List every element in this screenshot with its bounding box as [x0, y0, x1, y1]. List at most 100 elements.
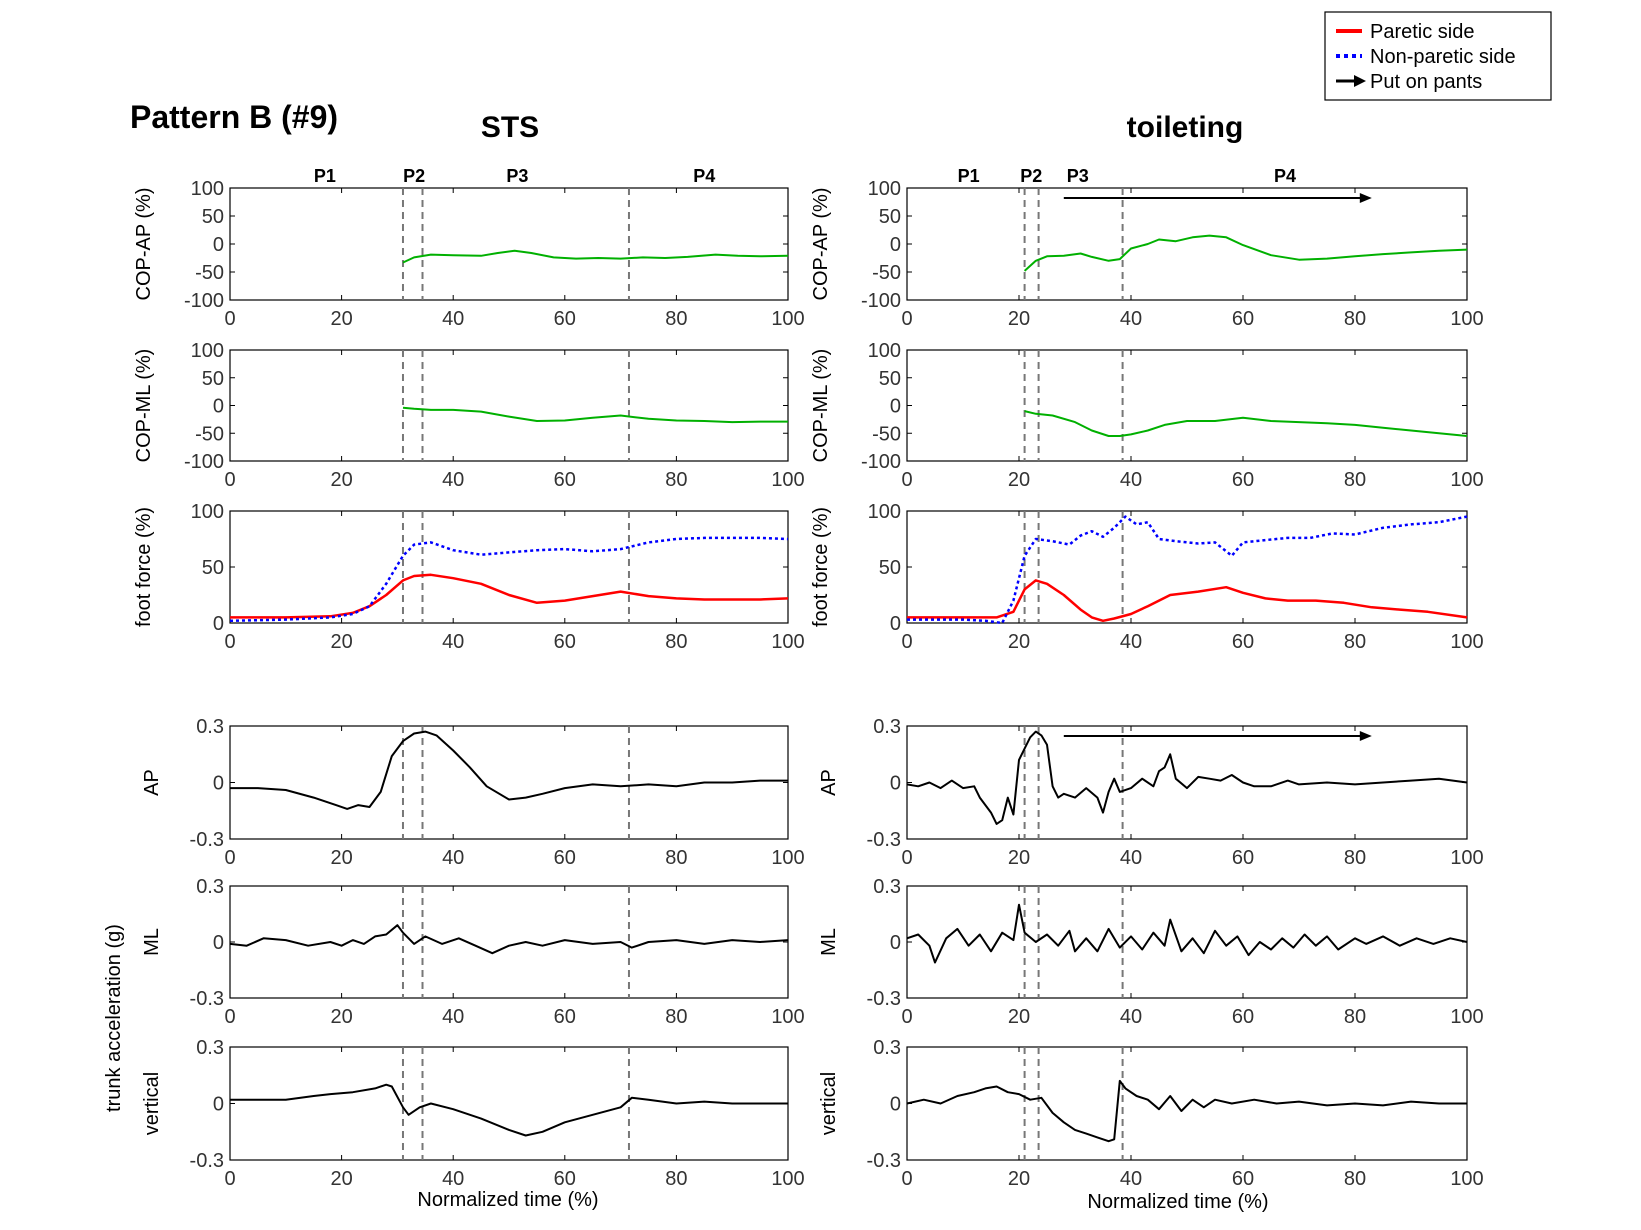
x-tick-label: 60 [554, 847, 576, 869]
x-tick-label: 0 [224, 469, 235, 491]
phase-label: P1 [314, 166, 336, 186]
x-tick-label: 80 [665, 308, 687, 330]
y-tick-label: -50 [195, 423, 224, 445]
x-tick-label: 80 [1344, 1168, 1366, 1190]
x-tick-label: 80 [665, 469, 687, 491]
y-tick-label: 0.3 [196, 1037, 224, 1059]
y-tick-label: 100 [868, 340, 901, 362]
legend-box [1324, 11, 1552, 101]
x-tick-label: 0 [901, 1006, 912, 1028]
x-tick-label: 20 [330, 1006, 352, 1028]
phase-label: P2 [403, 166, 425, 186]
x-tick-label: 100 [1450, 1006, 1483, 1028]
xlabel-sts: Normalized time (%) [417, 1189, 598, 1211]
x-tick-label: 20 [1008, 847, 1030, 869]
x-tick-label: 100 [1450, 1168, 1483, 1190]
y-tick-label: 0 [213, 234, 224, 256]
x-tick-label: 40 [442, 631, 464, 653]
legend-label-nonparetic: Non-paretic side [1370, 46, 1516, 68]
x-tick-label: 0 [224, 1168, 235, 1190]
phase-label: P4 [693, 166, 715, 186]
y-tick-label: 0 [213, 1094, 224, 1116]
x-tick-label: 20 [1008, 631, 1030, 653]
panel-sts-2: 0 20 40 60 80 100 100 50 0 foot force (%) [133, 501, 805, 653]
y-tick-label: 50 [879, 206, 901, 228]
series-line-trunk [230, 730, 788, 810]
x-tick-label: 60 [554, 631, 576, 653]
x-tick-label: 0 [901, 847, 912, 869]
x-tick-label: 60 [1232, 631, 1254, 653]
x-tick-label: 80 [665, 847, 687, 869]
phase-label: P3 [1067, 166, 1089, 186]
y-tick-label: 50 [879, 368, 901, 390]
y-tick-label: -100 [184, 290, 224, 312]
y-tick-label: 100 [191, 178, 224, 200]
x-tick-label: 40 [1120, 469, 1142, 491]
axes-box [229, 725, 789, 840]
chart-panels: 0 20 40 60 80 100 100 50 0 -50 -100 P1 P2 P3 P4 COP-AP … [133, 166, 1484, 1190]
axes-box [229, 1046, 789, 1161]
x-tick-label: 0 [901, 631, 912, 653]
x-tick-label: 20 [330, 1168, 352, 1190]
x-tick-label: 80 [1344, 631, 1366, 653]
panel-toileting-0: 0 20 40 60 80 100 100 50 0 -50 -100 P1 P2 P3 P4 COP-AP … [810, 166, 1484, 330]
x-tick-label: 100 [771, 469, 804, 491]
axes-box [229, 510, 789, 624]
y-tick-label: -50 [195, 262, 224, 284]
y-axis-label: foot force (%) [133, 507, 155, 627]
x-tick-label: 60 [554, 1006, 576, 1028]
y-axis-label: AP [818, 769, 840, 796]
x-tick-label: 100 [771, 308, 804, 330]
y-axis-label: foot force (%) [810, 507, 832, 627]
y-tick-label: 0 [890, 932, 901, 954]
x-tick-label: 80 [665, 1168, 687, 1190]
series-line-trunk [906, 903, 1468, 964]
x-tick-label: 20 [330, 469, 352, 491]
x-tick-label: 0 [901, 308, 912, 330]
x-tick-label: 100 [1450, 631, 1483, 653]
x-tick-label: 80 [1344, 469, 1366, 491]
x-tick-label: 100 [771, 847, 804, 869]
phase-label: P4 [1274, 166, 1296, 186]
column-title-toileting: toileting [1127, 111, 1244, 144]
y-tick-label: 50 [202, 368, 224, 390]
y-tick-label: 50 [879, 557, 901, 579]
x-tick-label: 100 [771, 1006, 804, 1028]
x-tick-label: 20 [330, 847, 352, 869]
y-tick-label: -100 [184, 451, 224, 473]
series-line-cop [1024, 410, 1468, 437]
panel-toileting-1: 0 20 40 60 80 100 100 50 0 -50 -100 COP-ML (%) [810, 340, 1484, 491]
x-tick-label: 40 [1120, 631, 1142, 653]
x-tick-label: 40 [1120, 1168, 1142, 1190]
legend-label-paretic: Paretic side [1370, 21, 1475, 43]
x-tick-label: 100 [1450, 469, 1483, 491]
x-tick-label: 60 [1232, 1006, 1254, 1028]
series-line-nonparetic [229, 536, 789, 623]
series-line-cop [402, 249, 789, 264]
legend-label-put-on-pants: Put on pants [1370, 71, 1482, 93]
axes-box [906, 187, 1468, 301]
axes-box [906, 349, 1468, 462]
y-axis-label: COP-ML (%) [133, 349, 155, 463]
y-tick-label: -100 [861, 290, 901, 312]
x-tick-label: 60 [554, 469, 576, 491]
panel-sts-1: 0 20 40 60 80 100 100 50 0 -50 -100 COP-ML (%) [133, 340, 805, 491]
y-tick-label: 0.3 [873, 876, 901, 898]
x-tick-label: 60 [554, 1168, 576, 1190]
y-tick-label: 0.3 [873, 1037, 901, 1059]
axes-box [229, 349, 789, 462]
y-axis-label: ML [141, 928, 163, 956]
y-tick-label: -0.3 [190, 1150, 224, 1172]
x-tick-label: 60 [1232, 308, 1254, 330]
y-tick-label: 100 [868, 178, 901, 200]
y-tick-label: 0.3 [873, 716, 901, 738]
x-tick-label: 40 [442, 847, 464, 869]
y-axis-label: COP-AP (%) [810, 188, 832, 301]
phase-label: P2 [1020, 166, 1042, 186]
